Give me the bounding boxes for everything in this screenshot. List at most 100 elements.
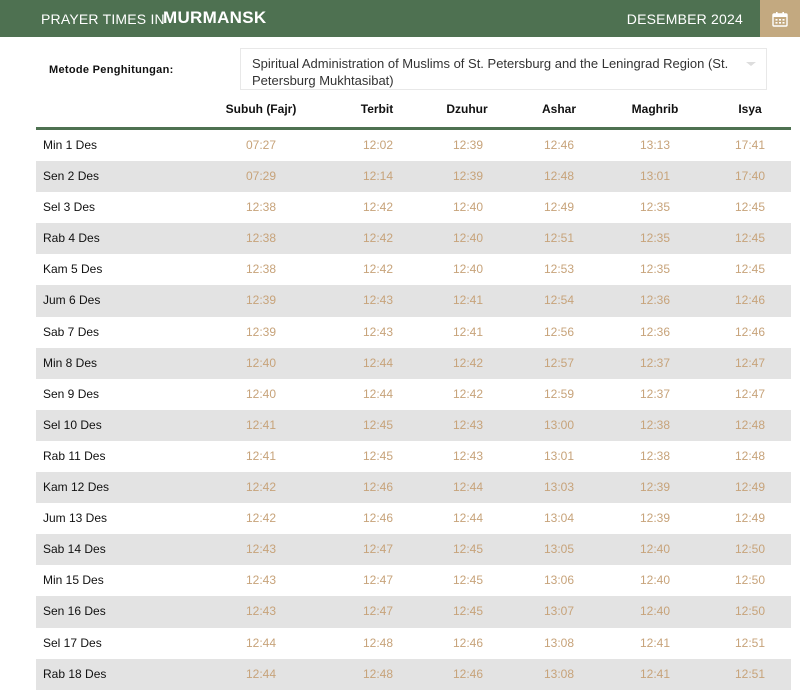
- prayer-time-cell: 17:41: [734, 138, 766, 152]
- method-select[interactable]: Spiritual Administration of Muslims of S…: [240, 48, 767, 90]
- column-header: Maghrib: [631, 102, 679, 116]
- prayer-time-cell: 12:35: [639, 200, 671, 215]
- table-row: Sel 10 Des 12:41 12:45 12:43 13:00 12:38 12:48: [36, 409, 791, 441]
- prayer-time-cell: 12:48: [362, 666, 394, 681]
- prayer-time-cell: 12:45: [734, 231, 766, 246]
- prayer-time-cell: 12:49: [734, 480, 766, 495]
- prayer-time-cell: 12:39: [245, 293, 277, 308]
- prayer-time-cell: 12:48: [734, 448, 766, 463]
- prayer-time-cell: 12:50: [734, 604, 766, 619]
- prayer-time-cell: 12:41: [245, 448, 277, 463]
- prayer-time-cell: 12:42: [452, 386, 484, 401]
- row-day-label: Sel 3 Des: [43, 200, 96, 215]
- prayer-time-cell: 12:51: [734, 666, 766, 681]
- row-day-label: Sel 17 Des: [43, 635, 102, 650]
- table-row: Rab 11 Des 12:41 12:45 12:43 13:01 12:38 12:48: [36, 441, 791, 472]
- prayer-time-cell: 07:27: [245, 138, 277, 152]
- prayer-time-cell: 12:38: [639, 417, 671, 432]
- row-day-label: Sen 2 Des: [43, 169, 100, 184]
- prayer-time-cell: 12:51: [543, 231, 575, 246]
- prayer-time-cell: 12:40: [452, 200, 484, 215]
- prayer-time-cell: 12:39: [452, 138, 484, 152]
- prayer-time-cell: 12:44: [452, 480, 484, 495]
- prayer-time-cell: 12:45: [452, 573, 484, 588]
- prayer-time-cell: 12:14: [362, 169, 394, 184]
- table-row: Kam 12 Des 12:42 12:46 12:44 13:03 12:39 12:49: [36, 472, 791, 504]
- prayer-time-cell: 12:47: [362, 542, 394, 557]
- table-row: Kam 5 Des 12:38 12:42 12:40 12:53 12:35 12:45: [36, 254, 791, 285]
- table-row: Min 8 Des 12:40 12:44 12:42 12:57 12:37 12:47: [36, 347, 791, 379]
- prayer-time-cell: 12:40: [245, 386, 277, 401]
- prayer-time-cell: 12:39: [245, 324, 277, 339]
- prayer-time-cell: 13:01: [543, 448, 575, 463]
- method-select-value: Spiritual Administration of Muslims of S…: [252, 56, 729, 88]
- row-day-label: Jum 13 Des: [43, 511, 108, 526]
- prayer-time-cell: 12:44: [362, 355, 394, 370]
- prayer-time-cell: 12:45: [734, 200, 766, 215]
- prayer-time-cell: 13:01: [639, 169, 671, 184]
- prayer-time-cell: 12:02: [362, 138, 394, 152]
- table-row: Rab 18 Des 12:44 12:48 12:46 13:08 12:41 12:51: [36, 658, 791, 690]
- table-row: Sab 7 Des 12:39 12:43 12:41 12:56 12:36 12:46: [36, 317, 791, 348]
- table-row: Sel 17 Des 12:44 12:48 12:46 13:08 12:41 12:51: [36, 628, 791, 659]
- prayer-time-cell: 12:41: [452, 324, 484, 339]
- prayer-time-cell: 12:59: [543, 386, 575, 401]
- prayer-time-cell: 12:44: [362, 386, 394, 401]
- prayer-time-cell: 12:45: [452, 604, 484, 619]
- row-day-label: Rab 4 Des: [43, 231, 100, 246]
- prayer-time-cell: 12:37: [639, 386, 671, 401]
- prayer-time-cell: 12:46: [734, 293, 766, 308]
- prayer-time-cell: 12:41: [452, 293, 484, 308]
- prayer-time-cell: 12:35: [639, 231, 671, 246]
- prayer-time-cell: 12:56: [543, 324, 575, 339]
- prayer-time-cell: 12:43: [245, 542, 277, 557]
- table-row: Sen 2 Des 07:29 12:14 12:39 12:48 13:01 17:40: [36, 161, 791, 193]
- prayer-time-cell: 12:40: [639, 542, 671, 557]
- chevron-down-icon: [746, 62, 756, 66]
- month-label[interactable]: DESEMBER 2024: [626, 11, 743, 27]
- prayer-time-cell: 12:53: [543, 262, 575, 277]
- table-row: Min 1 Des 07:27 12:02 12:39 12:46 13:13 17:41: [36, 130, 791, 161]
- table-row: Rab 4 Des 12:38 12:42 12:40 12:51 12:35 12:45: [36, 223, 791, 255]
- prayer-time-cell: 12:44: [245, 635, 277, 650]
- prayer-time-cell: 13:08: [543, 666, 575, 681]
- prayer-time-cell: 12:42: [245, 511, 277, 526]
- prayer-time-cell: 12:45: [362, 417, 394, 432]
- method-label: Metode Penghitungan:: [49, 64, 174, 76]
- prayer-time-cell: 12:46: [362, 480, 394, 495]
- table-row: Sab 14 Des 12:43 12:47 12:45 13:05 12:40 12:50: [36, 534, 791, 566]
- prayer-time-cell: 12:40: [639, 573, 671, 588]
- prayer-time-cell: 13:05: [543, 542, 575, 557]
- prayer-time-cell: 12:47: [734, 386, 766, 401]
- prayer-time-cell: 12:42: [362, 262, 394, 277]
- prayer-time-cell: 12:46: [734, 324, 766, 339]
- table-row: Sen 16 Des 12:43 12:47 12:45 13:07 12:40 12:50: [36, 596, 791, 628]
- row-day-label: Sen 9 Des: [43, 386, 100, 401]
- prayer-time-cell: 12:50: [734, 573, 766, 588]
- prayer-time-cell: 12:38: [245, 200, 277, 215]
- table-row: Sen 9 Des 12:40 12:44 12:42 12:59 12:37 12:47: [36, 379, 791, 410]
- prayer-time-cell: 12:37: [639, 355, 671, 370]
- prayer-time-cell: 12:42: [245, 480, 277, 495]
- column-header: Isya: [738, 102, 762, 116]
- prayer-time-cell: 12:46: [362, 511, 394, 526]
- prayer-time-cell: 12:35: [639, 262, 671, 277]
- prayer-time-cell: 12:40: [639, 604, 671, 619]
- row-day-label: Sab 7 Des: [43, 324, 100, 339]
- prayer-time-cell: 12:41: [639, 635, 671, 650]
- prayer-time-cell: 13:04: [543, 511, 575, 526]
- calendar-button[interactable]: [760, 0, 800, 37]
- prayer-time-cell: 12:43: [245, 604, 277, 619]
- prayer-time-cell: 12:40: [452, 262, 484, 277]
- row-day-label: Kam 12 Des: [43, 480, 110, 495]
- table-row: Sel 3 Des 12:38 12:42 12:40 12:49 12:35 12:45: [36, 192, 791, 223]
- prayer-times-table: Min 1 Des 07:27 12:02 12:39 12:46 13:13 17:41 S…: [36, 130, 791, 690]
- row-day-label: Jum 6 Des: [43, 293, 101, 308]
- prayer-time-cell: 13:13: [639, 138, 671, 152]
- prayer-time-cell: 12:40: [452, 231, 484, 246]
- column-header: Dzuhur: [446, 102, 488, 116]
- prayer-time-cell: 12:41: [639, 666, 671, 681]
- column-header: Ashar: [541, 102, 576, 116]
- prayer-time-cell: 12:39: [639, 511, 671, 526]
- prayer-time-cell: 12:45: [452, 542, 484, 557]
